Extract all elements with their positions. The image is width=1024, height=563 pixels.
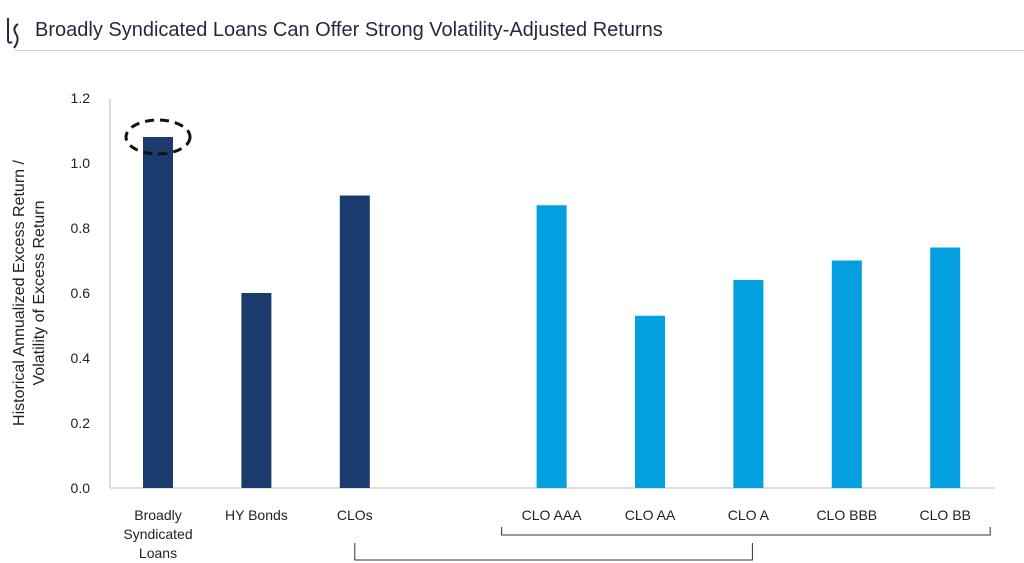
- x-category-label: CLOs: [337, 507, 373, 523]
- x-category-label: Broadly: [134, 507, 181, 523]
- y-axis-label: Historical Annualized Excess Return / Vol…: [11, 160, 48, 426]
- x-category-label: HY Bonds: [225, 507, 288, 523]
- x-category-label: Syndicated: [123, 526, 192, 542]
- y-axis-label-line: Historical Annualized Excess Return /: [11, 160, 28, 426]
- y-tick-label: 0.6: [71, 285, 91, 301]
- x-category-label: CLO AAA: [522, 507, 583, 523]
- bracket-clos-link: [354, 543, 753, 561]
- bar: [241, 293, 272, 488]
- bar: [831, 260, 862, 488]
- y-tick-label: 1.2: [71, 90, 91, 106]
- logo-icon: [7, 18, 19, 49]
- y-tick-label: 0.4: [71, 350, 91, 366]
- y-tick-label: 1.0: [71, 155, 91, 171]
- x-category-label: CLO BBB: [816, 507, 877, 523]
- bar: [536, 205, 567, 488]
- x-category-label: CLO AA: [625, 507, 676, 523]
- x-category-label: CLO A: [728, 507, 770, 523]
- page-title: Broadly Syndicated Loans Can Offer Stron…: [35, 19, 663, 41]
- highlight-ellipse: [124, 118, 192, 156]
- x-category-label: Loans: [139, 545, 177, 561]
- bar: [339, 195, 370, 488]
- header-divider: [15, 50, 1024, 51]
- y-tick-label: 0.2: [71, 415, 91, 431]
- y-tick-label: 0.0: [71, 480, 91, 496]
- y-tick-label: 0.8: [71, 220, 91, 236]
- x-category-label: CLO BB: [920, 507, 971, 523]
- bracket-clo-tranches: [501, 527, 991, 536]
- bar: [143, 137, 173, 488]
- bar: [930, 247, 961, 488]
- bar: [733, 280, 764, 488]
- bar: [635, 315, 665, 488]
- y-axis-label-line: Volatility of Excess Return: [31, 201, 48, 386]
